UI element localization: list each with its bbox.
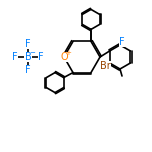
Text: +: + <box>65 50 71 56</box>
Text: F: F <box>119 37 125 47</box>
Text: F: F <box>25 65 31 75</box>
Text: −: − <box>29 50 35 56</box>
Text: F: F <box>25 39 31 49</box>
Text: O: O <box>60 52 68 62</box>
Text: Br: Br <box>100 61 111 71</box>
Text: F: F <box>12 52 18 62</box>
Text: F: F <box>38 52 44 62</box>
Text: B: B <box>25 52 31 62</box>
